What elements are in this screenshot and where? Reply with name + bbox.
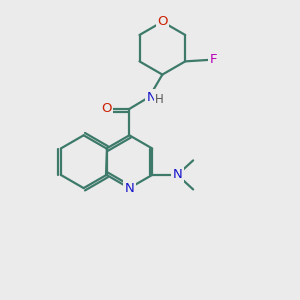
Text: N: N bbox=[124, 182, 134, 195]
Text: H: H bbox=[154, 93, 163, 106]
Text: N: N bbox=[172, 168, 182, 182]
Text: F: F bbox=[209, 53, 217, 66]
Text: O: O bbox=[101, 102, 112, 116]
Text: O: O bbox=[157, 15, 168, 28]
Text: N: N bbox=[146, 91, 156, 103]
